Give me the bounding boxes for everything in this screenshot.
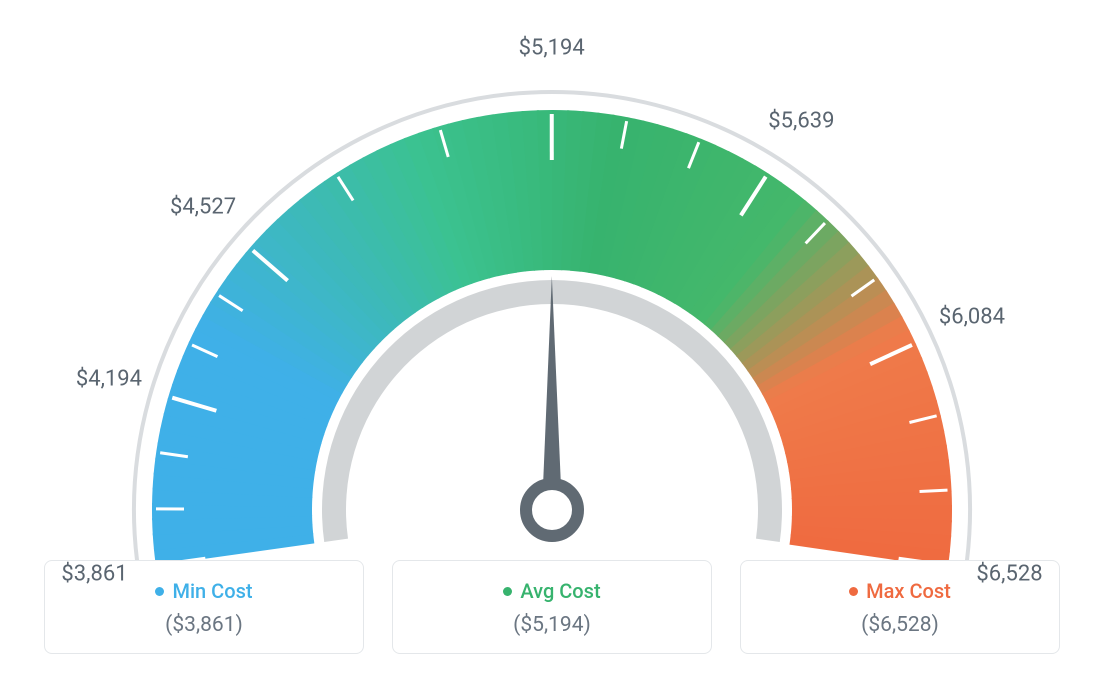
- gauge-chart: $3,861$4,194$4,527$5,194$5,639$6,084$6,5…: [0, 0, 1104, 560]
- max-cost-value: ($6,528): [741, 613, 1059, 637]
- min-cost-title: Min Cost: [172, 579, 252, 603]
- max-cost-title-row: Max Cost: [849, 579, 951, 603]
- gauge-tick-label: $4,194: [76, 366, 142, 391]
- max-cost-title: Max Cost: [866, 579, 951, 603]
- gauge-tick-label: $6,084: [939, 305, 1005, 330]
- dot-icon: [155, 587, 164, 596]
- min-cost-title-row: Min Cost: [155, 579, 252, 603]
- avg-cost-title: Avg Cost: [520, 579, 600, 603]
- gauge-tick-label: $5,194: [519, 36, 585, 61]
- gauge-svg: [32, 20, 1072, 560]
- gauge-tick-label: $4,527: [170, 195, 236, 220]
- dot-icon: [849, 587, 858, 596]
- gauge-tick-label: $3,861: [61, 562, 127, 587]
- avg-cost-card: Avg Cost ($5,194): [392, 560, 712, 654]
- avg-cost-value: ($5,194): [393, 613, 711, 637]
- gauge-tick-label: $6,528: [976, 562, 1042, 587]
- min-cost-value: ($3,861): [45, 613, 363, 637]
- avg-cost-title-row: Avg Cost: [503, 579, 600, 603]
- gauge-tick-label: $5,639: [768, 109, 834, 134]
- summary-cards: Min Cost ($3,861) Avg Cost ($5,194) Max …: [0, 560, 1104, 654]
- dot-icon: [503, 587, 512, 596]
